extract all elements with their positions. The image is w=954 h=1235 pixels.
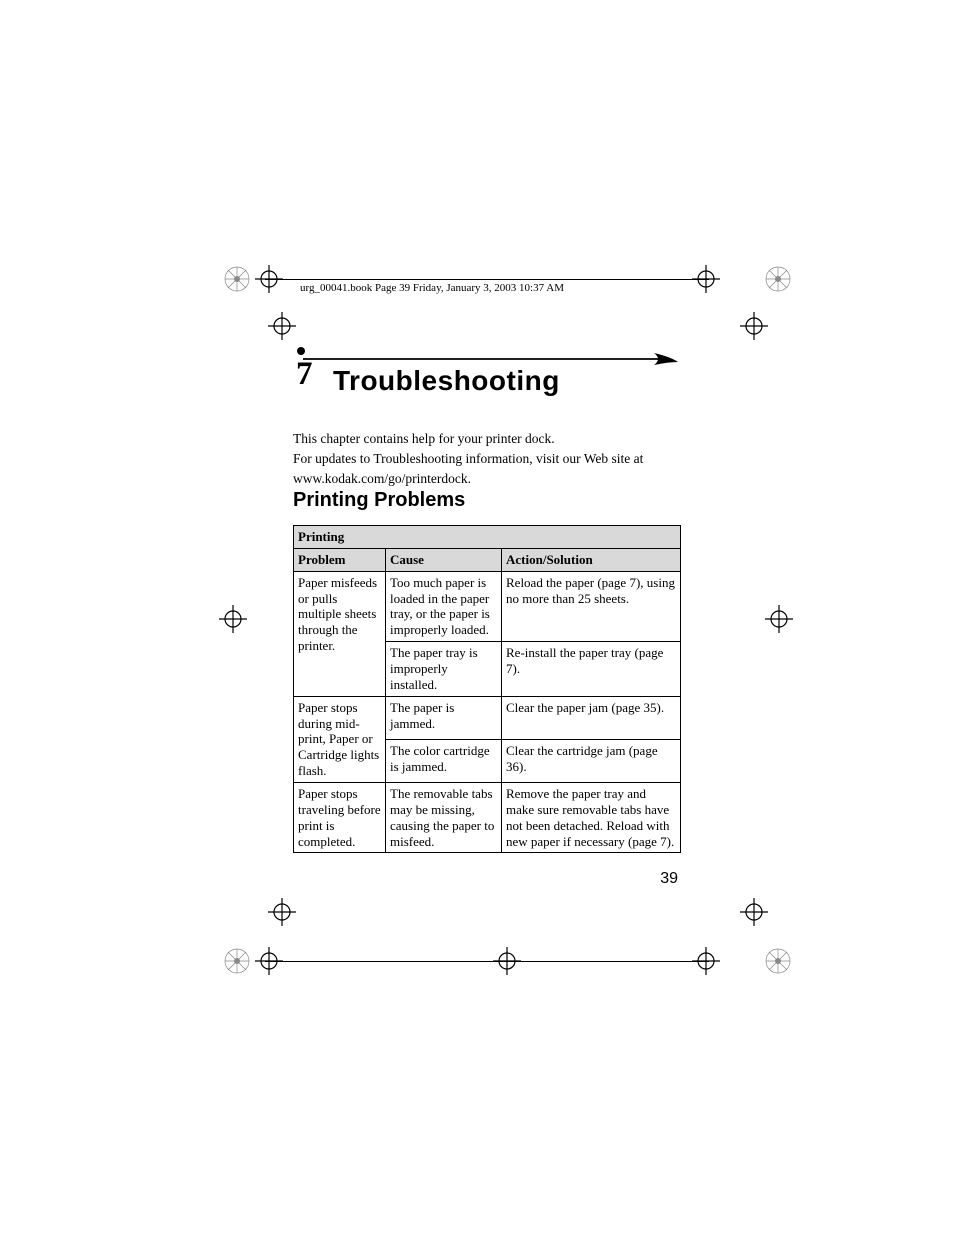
table-cell-action: Reload the paper (page 7), using no more…	[502, 571, 681, 641]
table-cell-cause: Too much paper is loaded in the paper tr…	[386, 571, 502, 641]
crosshair-ml	[219, 605, 247, 633]
table-row: Paper stops during mid-print, Paper or C…	[294, 696, 681, 739]
radial-br	[764, 947, 792, 975]
table-cell-cause: The paper is jammed.	[386, 696, 502, 739]
table-cell-action: Remove the paper tray and make sure remo…	[502, 783, 681, 853]
intro-text: This chapter contains help for your prin…	[293, 430, 683, 491]
table-cell-action: Clear the paper jam (page 35).	[502, 696, 681, 739]
crosshair-tr2	[740, 312, 768, 340]
crop-line-bottom	[265, 961, 709, 962]
intro-p2b: www.kodak.com/go/printerdock.	[293, 470, 683, 488]
crosshair-tl2	[268, 312, 296, 340]
table-row: Paper stops traveling before print is co…	[294, 783, 681, 853]
intro-p2a: For updates to Troubleshooting informati…	[293, 450, 683, 468]
table-cell-problem: Paper stops traveling before print is co…	[294, 783, 386, 853]
table-row: Paper misfeeds or pulls multiple sheets …	[294, 571, 681, 641]
section-heading: Printing Problems	[293, 489, 465, 512]
radial-bl	[223, 947, 251, 975]
chapter-number: 7	[296, 356, 313, 393]
table-cell-problem: Paper misfeeds or pulls multiple sheets …	[294, 571, 386, 696]
table-header-cause: Cause	[386, 548, 502, 571]
table-header-problem: Problem	[294, 548, 386, 571]
radial-tl	[223, 265, 251, 293]
table-header-row: Problem Cause Action/Solution	[294, 548, 681, 571]
table-cell-cause: The paper tray is improperly installed.	[386, 642, 502, 697]
table-category-row: Printing	[294, 526, 681, 549]
intro-p1: This chapter contains help for your prin…	[293, 430, 683, 448]
table-cell-action: Re-install the paper tray (page 7).	[502, 642, 681, 697]
crosshair-tr1	[692, 265, 720, 293]
table-cell-cause: The color cartridge is jammed.	[386, 739, 502, 782]
crosshair-bl1	[268, 898, 296, 926]
table-header-action: Action/Solution	[502, 548, 681, 571]
book-header: urg_00041.book Page 39 Friday, January 3…	[300, 282, 564, 294]
crosshair-tl1	[255, 265, 283, 293]
troubleshooting-table: Printing Problem Cause Action/Solution P…	[293, 525, 681, 853]
table-cell-action: Clear the cartridge jam (page 36).	[502, 739, 681, 782]
crop-line-top	[265, 279, 709, 280]
table-cell-cause: The removable tabs may be missing, causi…	[386, 783, 502, 853]
radial-tr	[764, 265, 792, 293]
chapter-title: Troubleshooting	[333, 365, 560, 397]
page-number: 39	[660, 870, 678, 888]
crosshair-mr	[765, 605, 793, 633]
crosshair-br1	[740, 898, 768, 926]
table-cell-problem: Paper stops during mid-print, Paper or C…	[294, 696, 386, 782]
table-category: Printing	[294, 526, 681, 549]
